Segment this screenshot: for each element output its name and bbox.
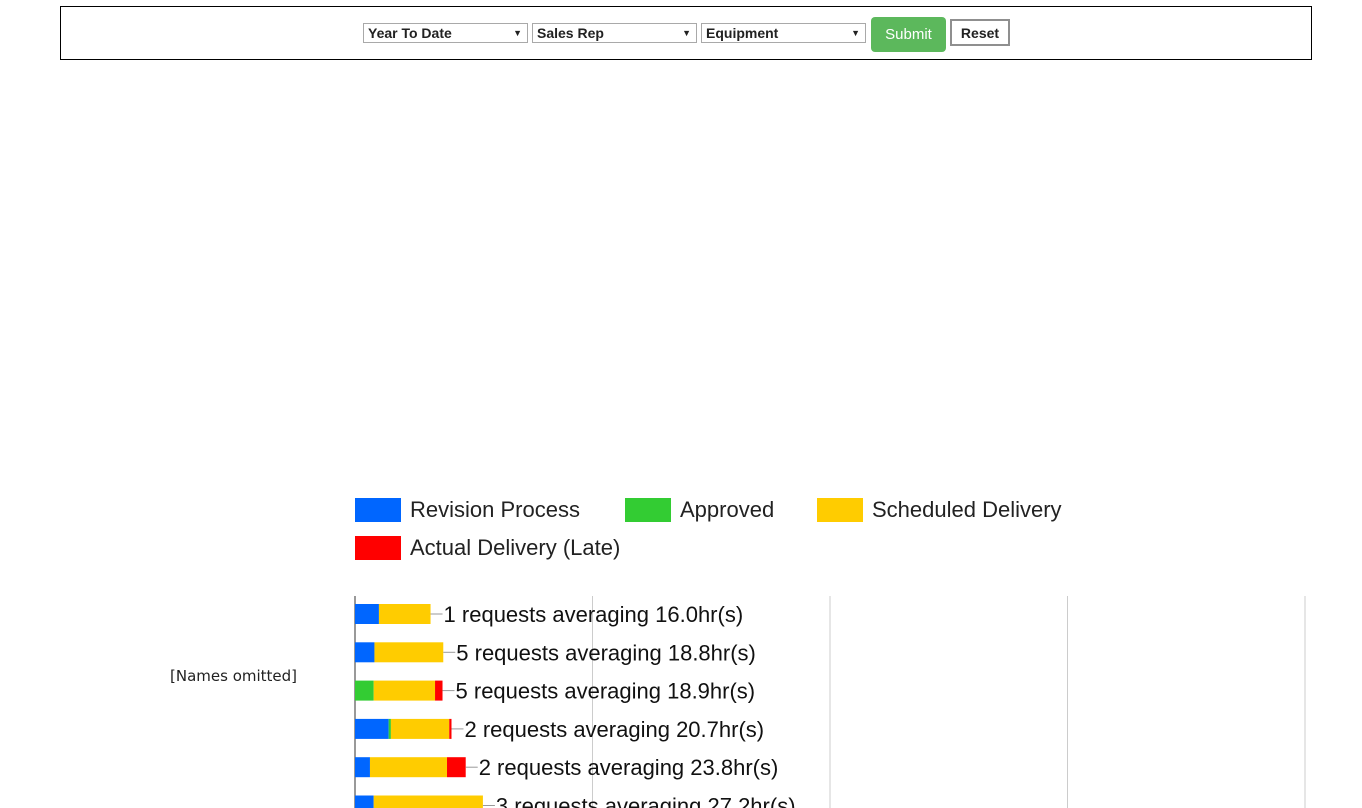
bar-segment-revision-process	[355, 757, 370, 778]
bar-data-label: 2 requests averaging 20.7hr(s)	[464, 717, 764, 742]
bar-data-label: 5 requests averaging 18.9hr(s)	[456, 679, 756, 704]
bar-data-label: 5 requests averaging 18.8hr(s)	[456, 640, 756, 665]
legend-label-scheduled: Scheduled Delivery	[872, 497, 1062, 522]
legend-label-late: Actual Delivery (Late)	[410, 535, 621, 560]
legend-swatch-late	[355, 536, 401, 560]
bar-segment-revision-process	[355, 642, 375, 663]
category-select[interactable]: Equipment ▼	[701, 23, 866, 43]
group-select-value: Sales Rep	[537, 25, 604, 41]
chevron-down-icon: ▼	[851, 28, 860, 38]
legend-label-revision: Revision Process	[410, 497, 580, 522]
bar-segment-approved	[355, 680, 374, 701]
bar-data-label: 2 requests averaging 23.8hr(s)	[479, 755, 779, 780]
legend-swatch-approved	[625, 498, 671, 522]
bar-segment-scheduled-delivery	[390, 718, 450, 739]
bar-segment-scheduled-delivery	[369, 757, 448, 778]
submit-button[interactable]: Submit	[871, 17, 946, 52]
bar-data-label: 1 requests averaging 16.0hr(s)	[444, 602, 744, 627]
legend-swatch-revision	[355, 498, 401, 522]
period-select-value: Year To Date	[368, 25, 452, 41]
names-omitted-label: [Names omitted]	[170, 667, 298, 685]
filter-bar: Year To Date ▼ Sales Rep ▼ Equipment ▼ S…	[60, 6, 1312, 60]
bar-segment-actual-delivery-late	[447, 757, 466, 778]
bar-segment-actual-delivery-late	[435, 680, 443, 701]
bar-data-label: 3 requests averaging 27.2hr(s)	[496, 794, 796, 808]
bar-segment-actual-delivery-late	[449, 718, 452, 739]
bar-segment-scheduled-delivery	[374, 642, 444, 663]
bar-segment-approved	[388, 718, 391, 739]
category-select-value: Equipment	[706, 25, 779, 41]
period-select[interactable]: Year To Date ▼	[363, 23, 528, 43]
chevron-down-icon: ▼	[682, 28, 691, 38]
bar-segment-scheduled-delivery	[373, 795, 483, 808]
bar-segment-scheduled-delivery	[378, 604, 431, 624]
legend-label-approved: Approved	[680, 497, 775, 522]
legend-swatch-scheduled	[817, 498, 863, 522]
bar-segment-revision-process	[355, 718, 389, 739]
reset-button[interactable]: Reset	[950, 19, 1010, 46]
group-select[interactable]: Sales Rep ▼	[532, 23, 697, 43]
bar-segment-revision-process	[355, 604, 379, 624]
bar-segment-revision-process	[355, 795, 374, 808]
bar-segment-scheduled-delivery	[373, 680, 436, 701]
chevron-down-icon: ▼	[513, 28, 522, 38]
